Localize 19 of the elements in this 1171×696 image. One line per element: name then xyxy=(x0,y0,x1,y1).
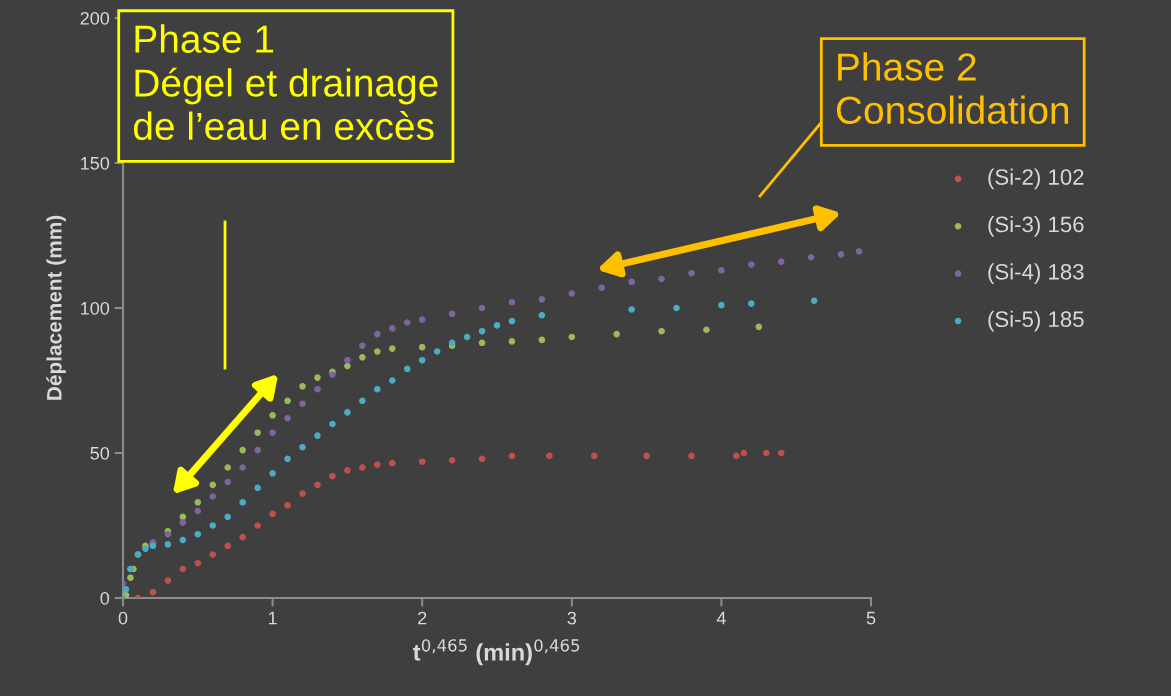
x-tick-label: 1 xyxy=(268,611,277,625)
x-tick-label: 2 xyxy=(418,611,427,625)
y-axis-title: Déplacement (mm) xyxy=(46,215,66,400)
y-tick-label: 150 xyxy=(81,156,110,170)
legend-label: (Si-2) 102 xyxy=(988,168,1084,190)
x-tick-label: 0 xyxy=(118,611,128,625)
y-tick-label: 100 xyxy=(81,301,110,315)
x-tick-label: 4 xyxy=(716,611,726,625)
legend-label: (Si-4) 183 xyxy=(988,263,1084,285)
x-axis-title: t$^{0,465}$ (min)$^{0,465}$ xyxy=(413,639,580,666)
legend-label: (Si-5) 185 xyxy=(988,310,1084,332)
annotation: Phase 1 Dégel et drainage de l’eau en excès xyxy=(133,24,438,141)
y-tick-label: 50 xyxy=(90,446,110,460)
y-tick-label: 200 xyxy=(80,11,110,25)
legend-label: (Si-3) 156 xyxy=(988,215,1084,237)
y-tick-label: 0 xyxy=(100,591,110,605)
x-tick-label: 5 xyxy=(866,611,876,625)
annotation: Phase 2 Consolidation xyxy=(836,52,1069,125)
x-tick-label: 3 xyxy=(567,611,577,625)
